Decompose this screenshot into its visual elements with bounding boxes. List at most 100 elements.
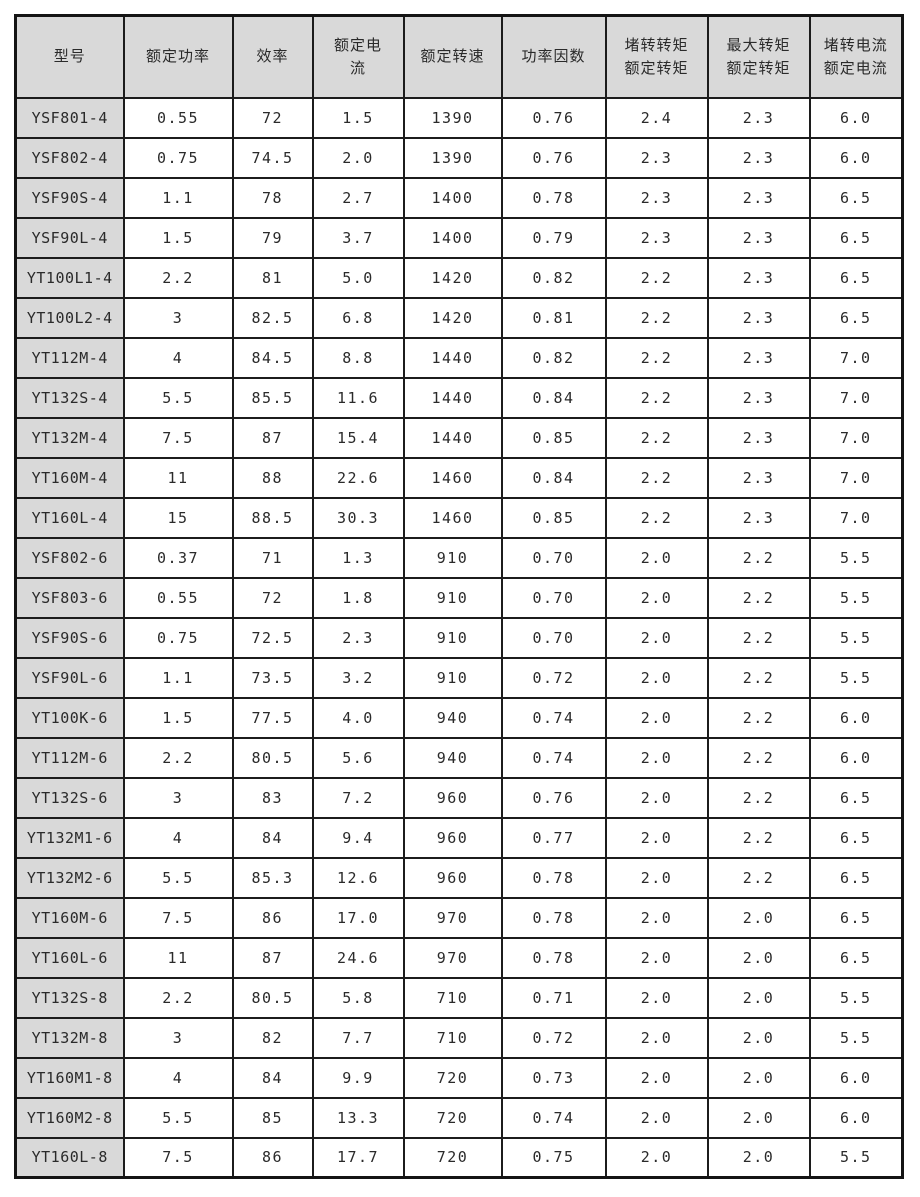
value-cell: 0.78 (500, 896, 607, 939)
table-row: YSF801-4 0.55 72 1.5 1390 0.76 2.4 2.3 6.0 (14, 96, 904, 139)
value-cell: 2.3 (706, 176, 811, 219)
value-cell: 7.0 (808, 416, 904, 459)
table-row: YT160M1-8 4 84 9.9 720 0.73 2.0 2.0 6.0 (14, 1056, 904, 1099)
value-cell: 80.5 (231, 736, 314, 779)
value-cell: 6.5 (808, 896, 904, 939)
value-cell: 1420 (402, 256, 503, 299)
value-cell: 0.84 (500, 456, 607, 499)
value-cell: 6.0 (808, 1056, 904, 1099)
value-cell: 1440 (402, 416, 503, 459)
value-cell: 0.78 (500, 176, 607, 219)
value-cell: 2.3 (706, 216, 811, 259)
model-cell: YT160M-4 (14, 456, 125, 499)
value-cell: 11 (122, 936, 234, 979)
value-cell: 87 (231, 936, 314, 979)
value-cell: 910 (402, 616, 503, 659)
model-cell: YT112M-4 (14, 336, 125, 379)
value-cell: 1420 (402, 296, 503, 339)
value-cell: 2.2 (706, 776, 811, 819)
value-cell: 2.0 (706, 1096, 811, 1139)
model-cell: YT100K-6 (14, 696, 125, 739)
value-cell: 86 (231, 1136, 314, 1179)
value-cell: 2.0 (604, 1016, 709, 1059)
table-row: YT132M-4 7.5 87 15.4 1440 0.85 2.2 2.3 7.0 (14, 416, 904, 459)
model-cell: YT160L-6 (14, 936, 125, 979)
value-cell: 1.5 (311, 96, 405, 139)
value-cell: 960 (402, 776, 503, 819)
value-cell: 710 (402, 976, 503, 1019)
value-cell: 0.84 (500, 376, 607, 419)
value-cell: 74.5 (231, 136, 314, 179)
value-cell: 2.3 (706, 296, 811, 339)
value-cell: 7.2 (311, 776, 405, 819)
table-row: YT160M2-8 5.5 85 13.3 720 0.74 2.0 2.0 6.0 (14, 1096, 904, 1139)
value-cell: 910 (402, 576, 503, 619)
value-cell: 1.5 (122, 696, 234, 739)
value-cell: 84 (231, 1056, 314, 1099)
value-cell: 5.5 (808, 656, 904, 699)
value-cell: 83 (231, 776, 314, 819)
value-cell: 9.9 (311, 1056, 405, 1099)
motor-spec-table: 型号 额定功率 效率 额定电流 额定转速 功率因数 堵转转矩 额定转矩 最大转矩… (14, 14, 904, 1179)
table-row: YT160L-4 15 88.5 30.3 1460 0.85 2.2 2.3 7.0 (14, 496, 904, 539)
value-cell: 6.5 (808, 776, 904, 819)
value-cell: 2.3 (706, 336, 811, 379)
value-cell: 0.78 (500, 856, 607, 899)
value-cell: 5.5 (808, 1136, 904, 1179)
value-cell: 2.0 (604, 1056, 709, 1099)
value-cell: 17.0 (311, 896, 405, 939)
value-cell: 6.5 (808, 216, 904, 259)
value-cell: 2.2 (604, 496, 709, 539)
value-cell: 5.5 (808, 1016, 904, 1059)
value-cell: 0.85 (500, 496, 607, 539)
value-cell: 7.0 (808, 496, 904, 539)
model-cell: YSF90L-6 (14, 656, 125, 699)
value-cell: 86 (231, 896, 314, 939)
value-cell: 3.7 (311, 216, 405, 259)
value-cell: 1.1 (122, 656, 234, 699)
value-cell: 2.3 (706, 96, 811, 139)
value-cell: 4 (122, 816, 234, 859)
value-cell: 15 (122, 496, 234, 539)
model-cell: YT160L-4 (14, 496, 125, 539)
value-cell: 81 (231, 256, 314, 299)
value-cell: 2.0 (604, 816, 709, 859)
table-row: YSF90L-4 1.5 79 3.7 1400 0.79 2.3 2.3 6.5 (14, 216, 904, 259)
value-cell: 1440 (402, 376, 503, 419)
value-cell: 1400 (402, 216, 503, 259)
value-cell: 2.2 (604, 456, 709, 499)
value-cell: 2.0 (604, 736, 709, 779)
value-cell: 4.0 (311, 696, 405, 739)
model-cell: YSF803-6 (14, 576, 125, 619)
model-cell: YT160M1-8 (14, 1056, 125, 1099)
value-cell: 7.5 (122, 1136, 234, 1179)
value-cell: 0.55 (122, 96, 234, 139)
table-row: YT160M-4 11 88 22.6 1460 0.84 2.2 2.3 7.0 (14, 456, 904, 499)
value-cell: 6.5 (808, 256, 904, 299)
model-cell: YT132M2-6 (14, 856, 125, 899)
value-cell: 1390 (402, 136, 503, 179)
model-cell: YSF801-4 (14, 96, 125, 139)
value-cell: 2.0 (604, 616, 709, 659)
table-row: YSF802-4 0.75 74.5 2.0 1390 0.76 2.3 2.3 6.0 (14, 136, 904, 179)
value-cell: 710 (402, 1016, 503, 1059)
value-cell: 6.0 (808, 136, 904, 179)
value-cell: 5.5 (808, 576, 904, 619)
value-cell: 2.2 (122, 256, 234, 299)
value-cell: 2.3 (311, 616, 405, 659)
value-cell: 72 (231, 576, 314, 619)
table-row: YT132M1-6 4 84 9.4 960 0.77 2.0 2.2 6.5 (14, 816, 904, 859)
model-cell: YT160M-6 (14, 896, 125, 939)
header-locked-rotor-torque-ratio: 堵转转矩 额定转矩 (604, 14, 709, 99)
model-cell: YT100L2-4 (14, 296, 125, 339)
value-cell: 84.5 (231, 336, 314, 379)
header-rated-current: 额定电流 (311, 14, 405, 99)
value-cell: 2.2 (122, 736, 234, 779)
value-cell: 2.0 (604, 536, 709, 579)
value-cell: 78 (231, 176, 314, 219)
table-row: YT100L2-4 3 82.5 6.8 1420 0.81 2.2 2.3 6.5 (14, 296, 904, 339)
value-cell: 7.7 (311, 1016, 405, 1059)
value-cell: 1460 (402, 496, 503, 539)
value-cell: 0.74 (500, 1096, 607, 1139)
value-cell: 2.0 (604, 1096, 709, 1139)
